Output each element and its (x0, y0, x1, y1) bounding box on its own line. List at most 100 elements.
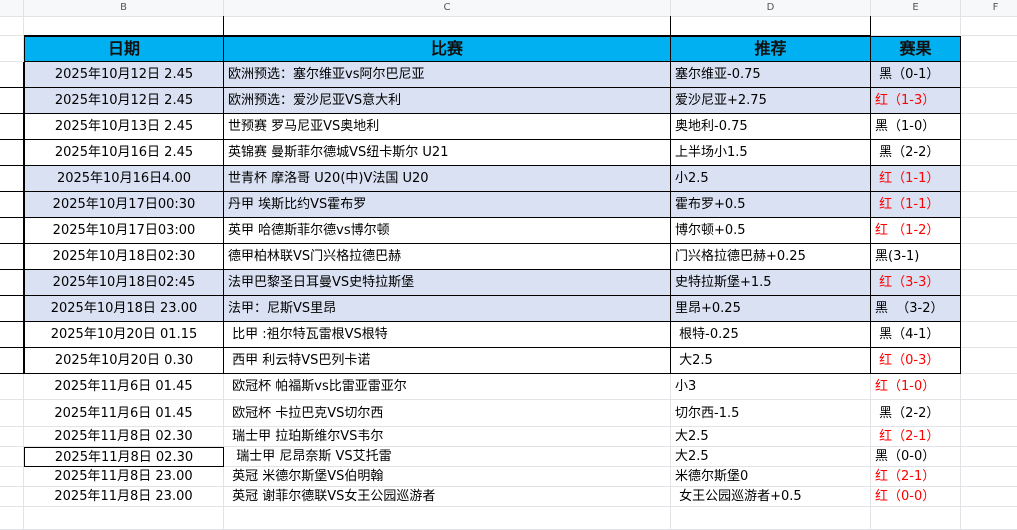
cell[interactable] (961, 296, 1017, 322)
cell[interactable] (961, 322, 1017, 348)
date-cell[interactable]: 2025年10月18日 23.00 (24, 296, 224, 322)
cell[interactable] (961, 348, 1017, 374)
row-header[interactable] (0, 467, 24, 487)
row-header[interactable] (0, 140, 24, 166)
date-cell[interactable]: 2025年10月17日00:30 (24, 192, 224, 218)
row-header[interactable] (0, 374, 24, 400)
pick-cell[interactable]: 爱沙尼亚+2.75 (671, 88, 871, 114)
pick-cell[interactable]: 米德尔斯堡0 (671, 467, 871, 487)
match-cell[interactable]: 西甲 利云特VS巴列卡诺 (224, 348, 671, 374)
date-cell[interactable]: 2025年10月12日 2.45 (24, 88, 224, 114)
column-header-c[interactable]: C (224, 0, 671, 16)
pick-cell[interactable]: 博尔顿+0.5 (671, 218, 871, 244)
match-cell[interactable]: 英锦赛 曼斯菲尔德城VS纽卡斯尔 U21 (224, 140, 671, 166)
column-header-b[interactable]: B (24, 0, 224, 16)
row-header[interactable] (0, 400, 24, 427)
match-cell[interactable]: 法甲巴黎圣日耳曼VS史特拉斯堡 (224, 270, 671, 296)
match-cell[interactable]: 英冠 米德尔斯堡VS伯明翰 (224, 467, 671, 487)
cell[interactable] (24, 507, 224, 530)
pick-cell[interactable]: 根特-0.25 (671, 322, 871, 348)
result-cell[interactable]: 黑（2-2） (871, 140, 961, 166)
date-cell[interactable]: 2025年11月6日 01.45 (24, 400, 224, 427)
row-header[interactable] (0, 192, 24, 218)
result-cell[interactable]: 红（0-3） (871, 348, 961, 374)
match-cell[interactable]: 英冠 谢菲尔德联VS女王公园巡游者 (224, 487, 671, 507)
date-cell[interactable]: 2025年11月6日 01.45 (24, 374, 224, 400)
pick-cell[interactable]: 门兴格拉德巴赫+0.25 (671, 244, 871, 270)
header-match[interactable]: 比赛 (224, 36, 671, 62)
date-cell[interactable]: 2025年10月12日 2.45 (24, 62, 224, 88)
cell[interactable] (961, 16, 1017, 36)
row-header[interactable] (0, 218, 24, 244)
cell[interactable] (961, 244, 1017, 270)
pick-cell[interactable]: 里昂+0.25 (671, 296, 871, 322)
match-cell[interactable]: 英甲 哈德斯菲尔德vs博尔顿 (224, 218, 671, 244)
pick-cell[interactable]: 女王公园巡游者+0.5 (671, 487, 871, 507)
result-cell[interactable]: 黑（1-0） (871, 114, 961, 140)
match-cell[interactable]: 世青杯 摩洛哥 U20(中)V法国 U20 (224, 166, 671, 192)
match-cell[interactable]: 法甲：尼斯VS里昂 (224, 296, 671, 322)
match-cell[interactable]: 丹甲 埃斯比约VS霍布罗 (224, 192, 671, 218)
pick-cell[interactable]: 奥地利-0.75 (671, 114, 871, 140)
row-header[interactable] (0, 114, 24, 140)
result-cell[interactable]: 黑（2-2） (871, 400, 961, 427)
cell[interactable] (961, 218, 1017, 244)
date-cell[interactable]: 2025年10月20日 0.30 (24, 348, 224, 374)
match-cell[interactable]: 比甲 :祖尔特瓦雷根VS根特 (224, 322, 671, 348)
result-cell[interactable]: 红（3-3） (871, 270, 961, 296)
match-cell[interactable]: 欧洲预选：爱沙尼亚VS意大利 (224, 88, 671, 114)
row-header[interactable] (0, 16, 24, 36)
result-cell[interactable]: 红（2-1） (871, 427, 961, 447)
cell[interactable] (961, 447, 1017, 467)
result-cell[interactable]: 红 （1-2） (871, 218, 961, 244)
pick-cell[interactable]: 大2.5 (671, 348, 871, 374)
cell[interactable] (224, 507, 671, 530)
pick-cell[interactable]: 塞尔维亚-0.75 (671, 62, 871, 88)
cell[interactable] (961, 114, 1017, 140)
cell[interactable] (961, 140, 1017, 166)
result-cell[interactable]: 黑（0-1） (871, 62, 961, 88)
result-cell[interactable]: 红（1-3） (871, 88, 961, 114)
header-result[interactable]: 赛果 (871, 36, 961, 62)
cell[interactable] (871, 507, 961, 530)
cell[interactable] (961, 487, 1017, 507)
pick-cell[interactable]: 小2.5 (671, 166, 871, 192)
result-cell[interactable]: 红（1-1） (871, 166, 961, 192)
result-cell[interactable]: 黑（0-0） (871, 447, 961, 467)
result-cell[interactable]: 红（2-1） (871, 467, 961, 487)
date-cell[interactable]: 2025年10月16日4.00 (24, 166, 224, 192)
match-cell[interactable]: 瑞士甲 拉珀斯维尔VS韦尔 (224, 427, 671, 447)
cell[interactable] (961, 507, 1017, 530)
match-cell[interactable]: 瑞士甲 尼昂奈斯 VS艾托雷 (224, 447, 671, 467)
row-header[interactable] (0, 427, 24, 447)
cell[interactable] (871, 16, 961, 36)
column-header-e[interactable]: E (871, 0, 961, 16)
cell[interactable] (961, 62, 1017, 88)
match-cell[interactable]: 德甲柏林联VS门兴格拉德巴赫 (224, 244, 671, 270)
result-cell[interactable]: 红（1-0） (871, 374, 961, 400)
cell[interactable] (24, 16, 224, 36)
date-cell[interactable]: 2025年10月18日02:45 (24, 270, 224, 296)
match-cell[interactable]: 欧洲预选：塞尔维亚vs阿尔巴尼亚 (224, 62, 671, 88)
row-header[interactable] (0, 244, 24, 270)
cell[interactable] (224, 16, 671, 36)
row-header[interactable] (0, 36, 24, 62)
result-cell[interactable]: 红（0-0） (871, 487, 961, 507)
cell[interactable] (671, 507, 871, 530)
result-cell[interactable]: 黑(3-1) (871, 244, 961, 270)
match-cell[interactable]: 欧冠杯 卡拉巴克VS切尔西 (224, 400, 671, 427)
row-header[interactable] (0, 322, 24, 348)
header-pick[interactable]: 推荐 (671, 36, 871, 62)
cell[interactable] (961, 88, 1017, 114)
cell[interactable] (961, 166, 1017, 192)
date-cell[interactable]: 2025年10月16日 2.45 (24, 140, 224, 166)
cell[interactable] (961, 36, 1017, 62)
result-cell[interactable]: 黑（4-1） (871, 322, 961, 348)
pick-cell[interactable]: 大2.5 (671, 447, 871, 467)
column-header-f[interactable]: F (961, 0, 1017, 16)
row-header[interactable] (0, 296, 24, 322)
pick-cell[interactable]: 小3 (671, 374, 871, 400)
cell[interactable] (961, 270, 1017, 296)
row-header[interactable] (0, 88, 24, 114)
header-date[interactable]: 日期 (24, 36, 224, 62)
